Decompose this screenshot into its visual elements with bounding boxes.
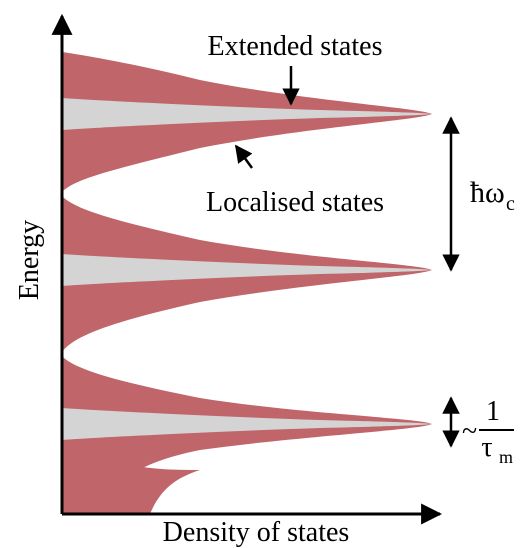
fraction-numerator: 1 xyxy=(486,396,500,427)
tilde-symbol: ~ xyxy=(462,416,477,447)
fraction-denominator: τ xyxy=(481,432,492,463)
hbar-omega: ħω xyxy=(470,176,505,209)
landau-level-3-localised xyxy=(62,356,432,514)
landau-level-1-extended xyxy=(62,98,432,130)
extended-states-label: Extended states xyxy=(208,31,383,62)
landau-level-2-extended xyxy=(62,254,432,286)
lifetime-width-label: ~ 1 τ m xyxy=(462,396,514,467)
extended-states-bands xyxy=(62,98,432,440)
fraction-denominator-subscript: m xyxy=(499,447,513,467)
landau-level-3-tail xyxy=(62,440,200,514)
hbar-omega-subscript: c xyxy=(506,193,515,215)
localised-states-label: Localised states xyxy=(206,187,384,218)
cyclotron-energy-label: ħω c xyxy=(470,176,515,215)
y-axis-label: Energy xyxy=(14,220,45,300)
landau-level-3-extended xyxy=(62,408,432,440)
landau-level-1-localised xyxy=(62,52,432,192)
x-axis-label: Density of states xyxy=(163,517,350,548)
localised-states-arrow xyxy=(234,144,254,169)
